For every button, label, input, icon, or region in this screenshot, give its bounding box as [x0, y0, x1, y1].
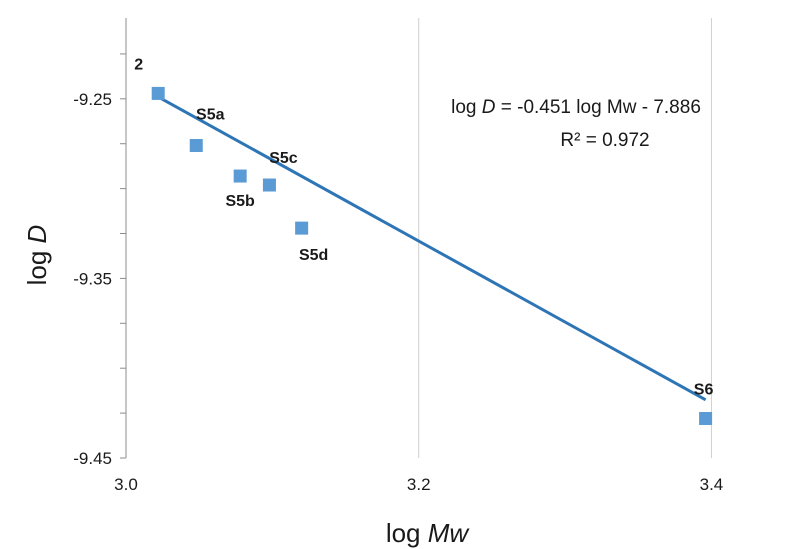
x-tick-label: 3.2: [407, 475, 431, 494]
data-point-label: S5d: [299, 247, 328, 264]
data-point-label: S5b: [225, 193, 255, 210]
data-point-marker: [189, 139, 203, 153]
data-point-marker: [699, 411, 713, 425]
data-point-label: S5a: [196, 107, 225, 124]
data-points: [151, 86, 713, 425]
y-tick-label: -9.35: [73, 269, 112, 288]
y-axis-ticks: -9.25 -9.35 -9.45: [73, 53, 126, 468]
data-point-marker: [262, 178, 276, 192]
data-point-label: S5c: [269, 150, 298, 167]
x-axis-ticks: 3.0 3.2 3.4: [114, 475, 723, 494]
x-axis-title: log Mw: [386, 518, 471, 548]
y-tick-label: -9.45: [73, 449, 112, 468]
grid-lines: [418, 18, 712, 458]
y-tick-label: -9.25: [73, 90, 112, 109]
x-tick-label: 3.4: [700, 475, 724, 494]
trendline: [154, 93, 707, 402]
data-point-marker: [233, 169, 247, 183]
data-point-marker: [151, 86, 165, 100]
trendline-equation: log D = -0.451 log Mw - 7.886: [451, 97, 701, 118]
r-squared-label: R² = 0.972: [560, 130, 649, 151]
data-point-label: 2: [134, 56, 143, 73]
data-point-label: S6: [694, 381, 714, 398]
data-point-labels: 2 S5a S5b S5c S5d S6: [134, 56, 713, 398]
data-point-marker: [295, 221, 309, 235]
y-axis-title: log D: [22, 225, 52, 286]
x-tick-label: 3.0: [114, 475, 138, 494]
